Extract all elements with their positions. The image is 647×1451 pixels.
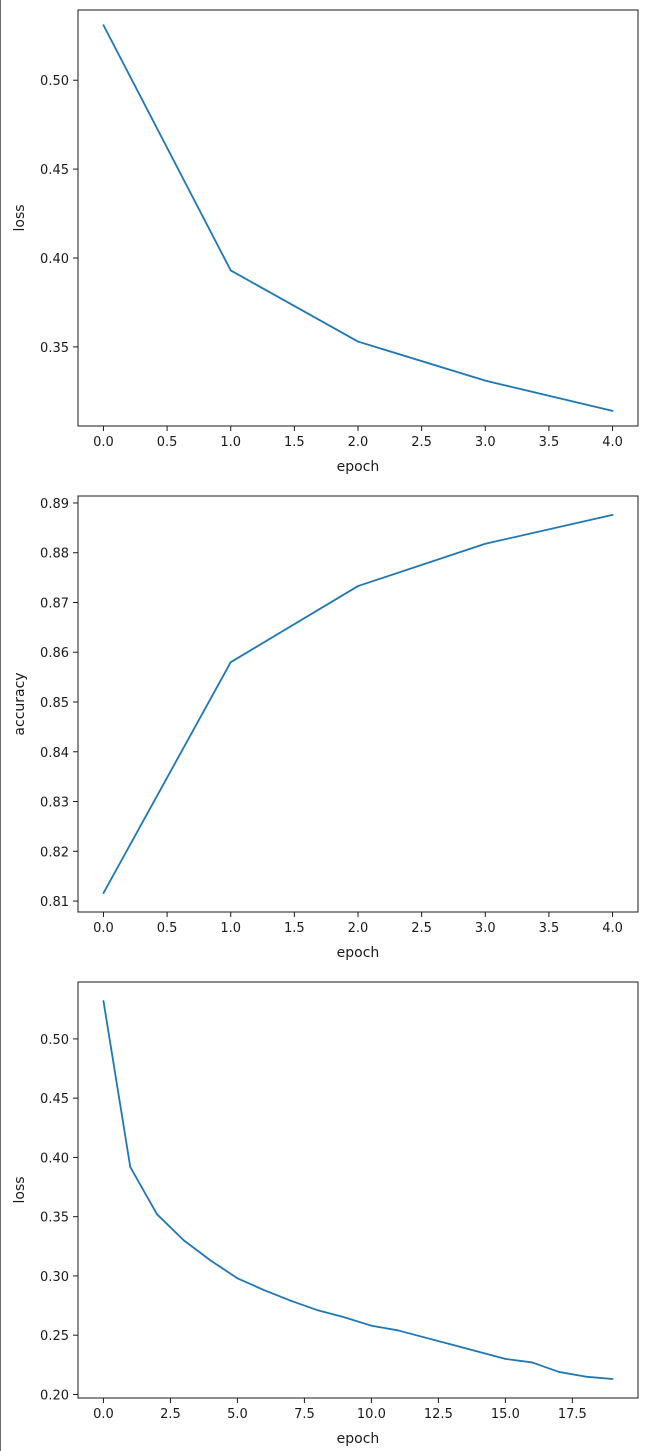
y-tick-label: 0.50 (40, 1033, 69, 1048)
y-tick-label: 0.45 (40, 1092, 69, 1107)
data-point (370, 1324, 373, 1327)
data-point (558, 1371, 560, 1373)
x-tick-label: 1.0 (220, 435, 241, 450)
data-point (229, 269, 232, 272)
x-axis-label: epoch (337, 459, 380, 475)
x-tick-label: 0.0 (93, 435, 114, 450)
y-tick-label: 0.87 (40, 596, 69, 611)
data-point (182, 1239, 185, 1242)
data-point (290, 1299, 292, 1302)
x-tick-label: 2.5 (411, 435, 432, 450)
x-tick-label: 5.0 (227, 1407, 248, 1422)
x-tick-label: 3.5 (539, 921, 560, 936)
data-point (611, 514, 614, 516)
data-point (484, 542, 487, 545)
data-point (397, 1329, 400, 1332)
plot-area (77, 495, 639, 913)
data-point (504, 1357, 507, 1360)
y-tick-label: 0.30 (40, 1270, 69, 1285)
x-tick-label: 3.0 (475, 921, 496, 936)
x-axis-label: epoch (337, 1431, 380, 1447)
x-tick-label: 2.0 (348, 435, 369, 450)
data-point (584, 1375, 587, 1378)
y-tick-label: 0.25 (40, 1329, 69, 1344)
plot-area (77, 981, 639, 1399)
x-tick-label: 4.0 (602, 435, 623, 450)
data-point (156, 1213, 158, 1216)
data-point (357, 340, 359, 343)
x-tick-label: 12.5 (424, 1407, 453, 1422)
x-tick-label: 15.0 (491, 1407, 520, 1422)
x-axis-label: epoch (337, 945, 380, 961)
data-point (343, 1316, 346, 1319)
x-tick-label: 3.5 (539, 435, 560, 450)
x-tick-label: 0.5 (157, 921, 178, 936)
x-tick-label: 4.0 (602, 921, 623, 936)
y-tick-label: 0.50 (40, 74, 69, 89)
y-axis-label: accuracy (12, 672, 28, 735)
x-tick-label: 10.0 (357, 1407, 386, 1422)
data-point (229, 661, 232, 664)
data-point (129, 1165, 132, 1168)
y-tick-label: 0.85 (40, 696, 69, 711)
y-tick-label: 0.83 (40, 796, 69, 811)
data-point (209, 1259, 212, 1262)
x-tick-label: 1.5 (284, 921, 305, 936)
data-point (102, 892, 105, 894)
y-tick-label: 0.40 (40, 1151, 69, 1166)
data-point (424, 1336, 426, 1339)
x-tick-label: 17.5 (558, 1407, 587, 1422)
x-tick-label: 7.5 (294, 1407, 315, 1422)
x-tick-label: 2.5 (411, 921, 432, 936)
page-left-edge (0, 0, 1, 1451)
data-point (477, 1350, 480, 1353)
data-point (357, 585, 359, 587)
y-tick-label: 0.20 (40, 1388, 69, 1403)
series-line (102, 1000, 613, 1380)
y-tick-label: 0.88 (40, 547, 69, 562)
plot-area (77, 9, 639, 427)
y-tick-label: 0.40 (40, 252, 69, 267)
data-point (531, 1361, 534, 1364)
x-tick-label: 0.5 (157, 435, 178, 450)
x-tick-label: 0.0 (93, 921, 114, 936)
data-point (611, 1378, 614, 1380)
accuracy-chart: 0.0 0.5 1.0 1.5 2.0 2.5 3.0 3.5 4.0 0.81 0.82 0.83… (12, 495, 639, 961)
y-tick-label: 0.45 (40, 163, 69, 178)
x-tick-label: 0.0 (93, 1407, 114, 1422)
y-axis-label: loss (12, 1176, 28, 1203)
y-tick-label: 0.82 (40, 845, 69, 860)
data-point (611, 409, 614, 412)
x-tick-label: 1.5 (284, 435, 305, 450)
x-tick-label: 3.0 (475, 435, 496, 450)
y-tick-label: 0.81 (40, 895, 69, 910)
y-tick-label: 0.84 (40, 746, 69, 761)
data-point (316, 1309, 319, 1312)
y-tick-label: 0.89 (40, 497, 69, 512)
y-tick-label: 0.35 (40, 1211, 69, 1226)
data-point (263, 1289, 266, 1292)
y-axis-label: loss (12, 204, 28, 231)
x-tick-label: 2.0 (348, 921, 369, 936)
data-point (236, 1277, 239, 1280)
x-tick-label: 1.0 (220, 921, 241, 936)
data-point (450, 1343, 453, 1346)
loss-chart-20-epochs: 0.0 2.5 5.0 7.5 10.0 12.5 15.0 17.5 0.20 0.25 0.3… (12, 981, 639, 1447)
data-point (102, 1000, 105, 1002)
y-tick-label: 0.35 (40, 341, 69, 356)
x-tick-label: 2.5 (160, 1407, 181, 1422)
data-point (484, 379, 487, 382)
loss-chart: 0.0 0.5 1.0 1.5 2.0 2.5 3.0 3.5 4.0 0.35 0.40 0.45… (12, 9, 639, 475)
data-point (102, 24, 105, 27)
y-tick-label: 0.86 (40, 646, 69, 661)
